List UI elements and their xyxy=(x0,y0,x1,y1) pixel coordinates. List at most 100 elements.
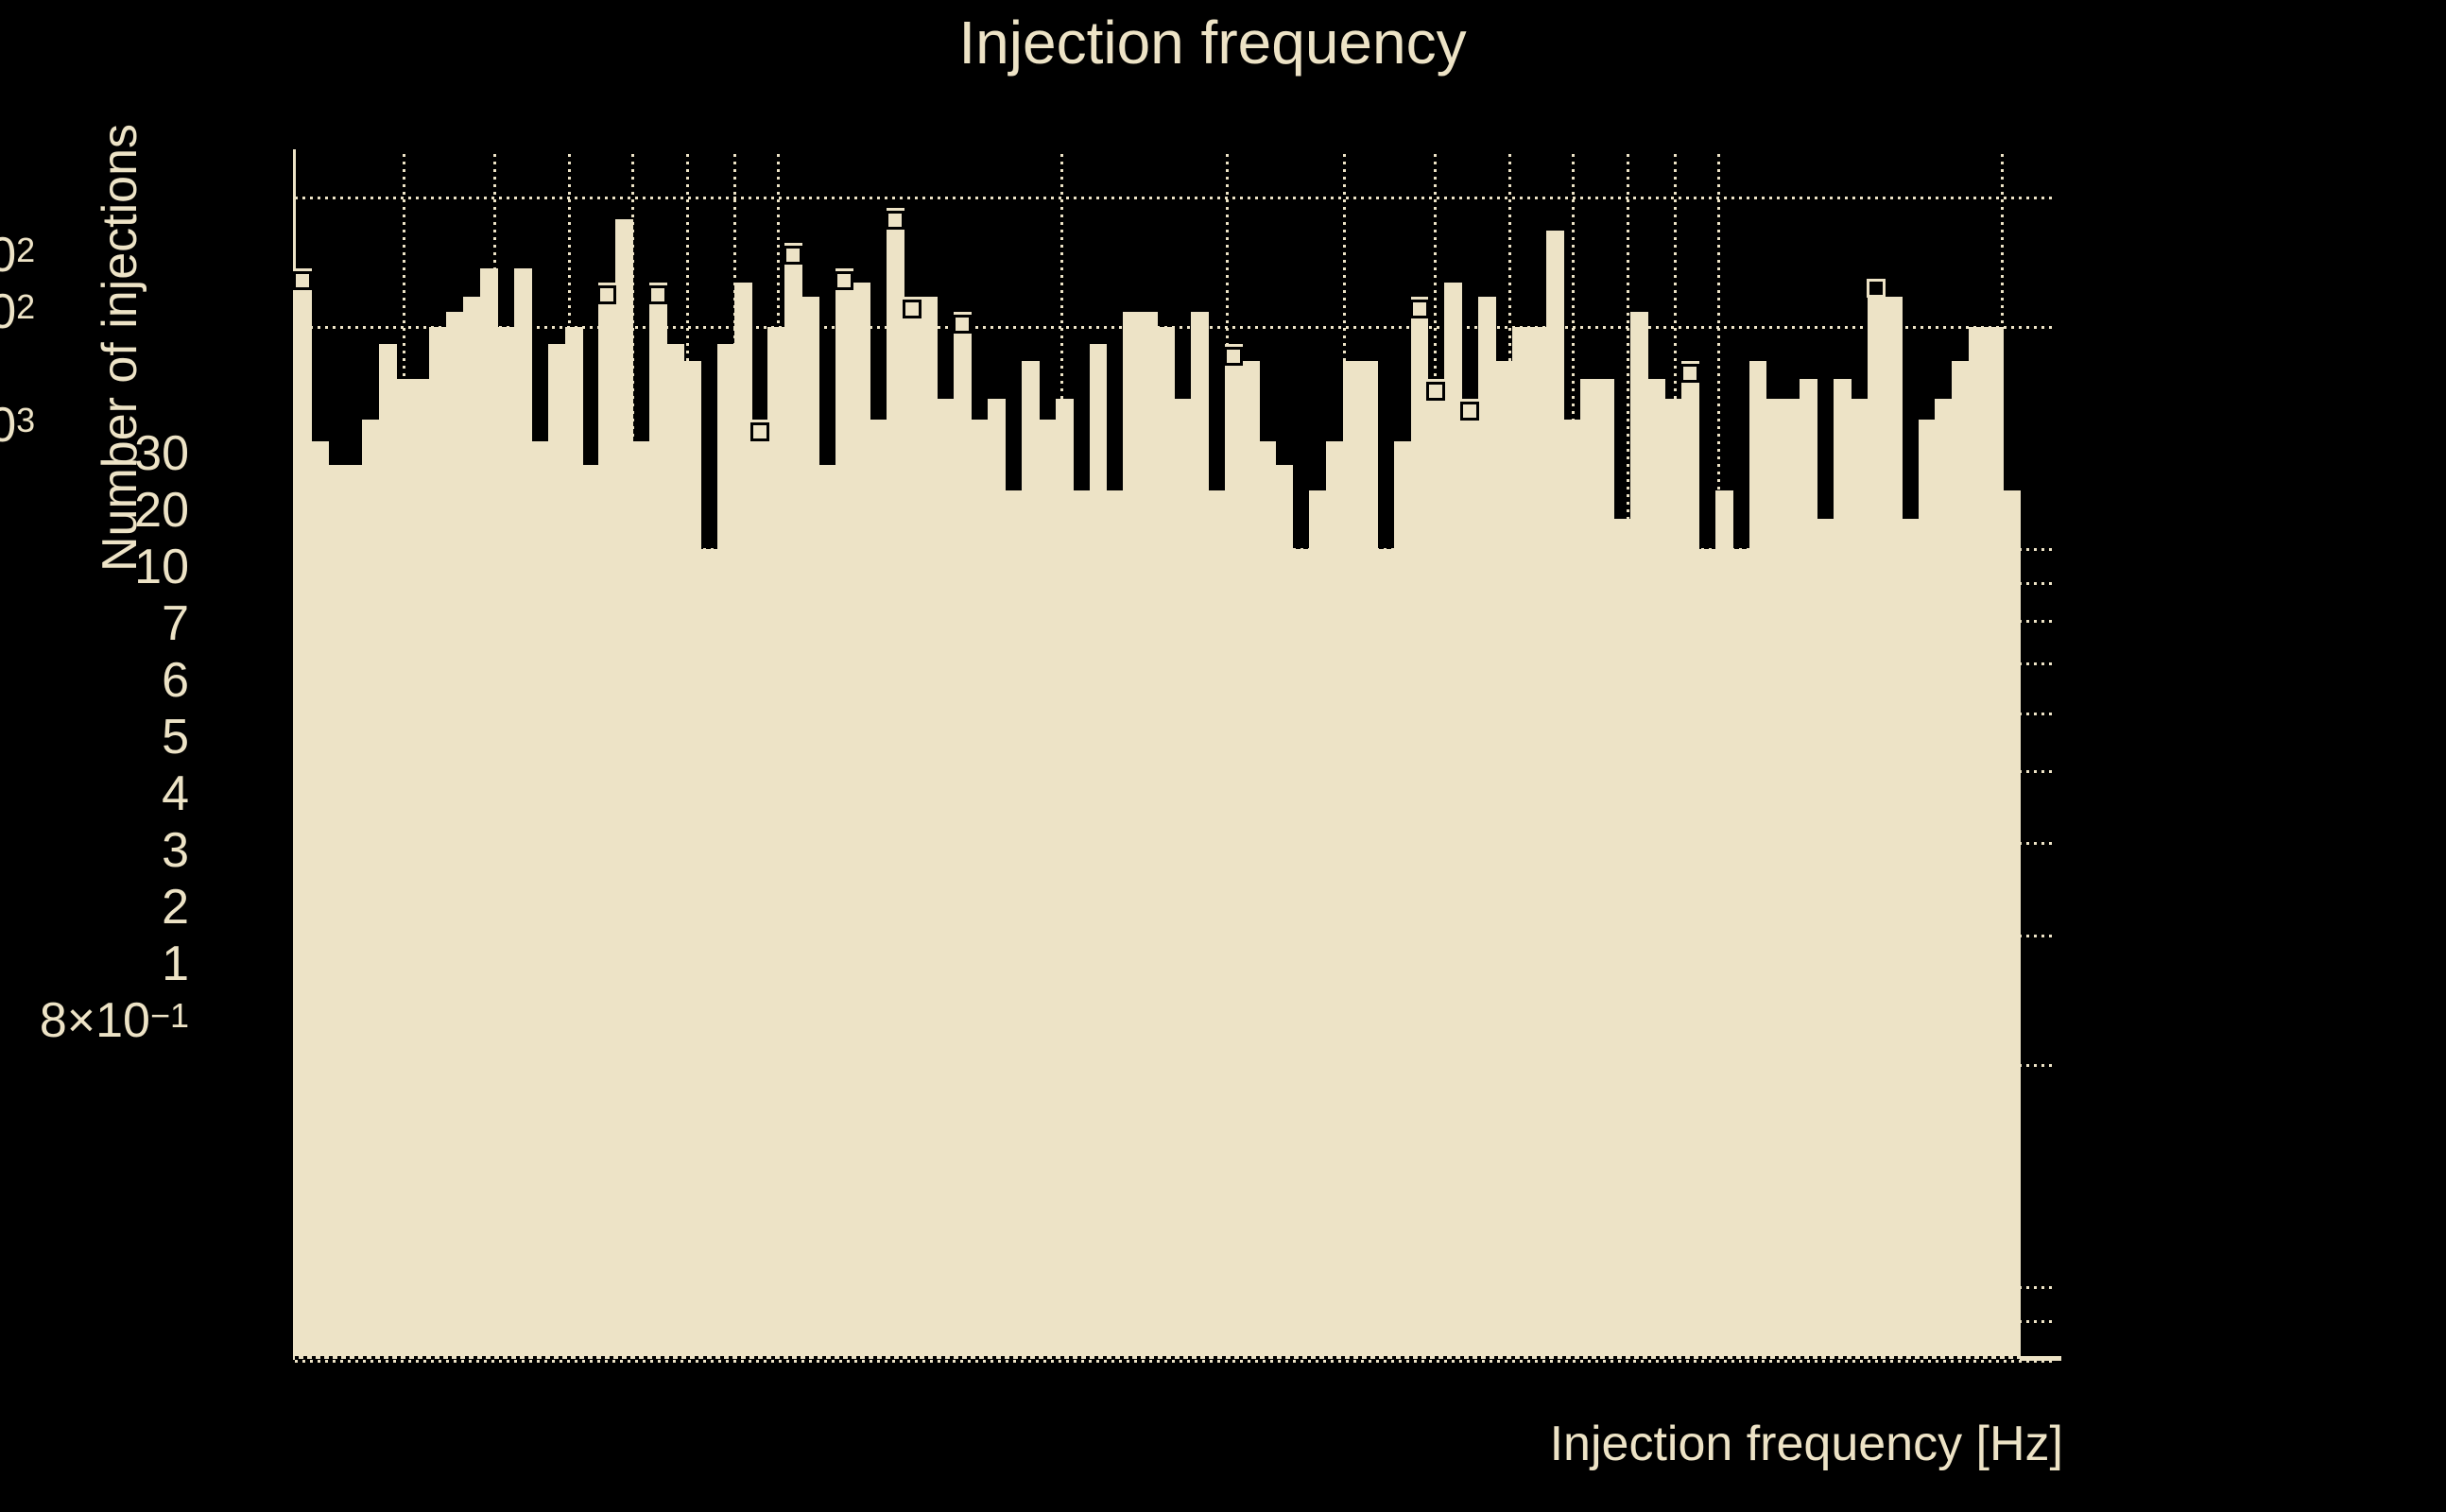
histogram-bar xyxy=(1714,490,1733,1359)
histogram-bar xyxy=(1834,379,1852,1359)
data-point-marker-icon xyxy=(1409,299,1429,318)
histogram-bar xyxy=(581,465,600,1359)
histogram-bar xyxy=(1055,398,1074,1359)
histogram-bar xyxy=(1241,360,1260,1359)
data-point-marker-icon xyxy=(784,246,803,266)
data-point-marker-icon xyxy=(1223,346,1243,366)
y-tick-label: 8×10−1 xyxy=(39,993,189,1048)
histogram-bar xyxy=(1038,419,1057,1359)
histogram-bar xyxy=(903,296,922,1359)
histogram-bar xyxy=(497,327,515,1359)
histogram-bar xyxy=(784,243,803,1359)
x-tick-label: 2×103 xyxy=(0,398,36,453)
histogram-bar xyxy=(2003,490,2021,1359)
histogram-bar xyxy=(682,360,701,1359)
histogram-bar xyxy=(1275,465,1294,1359)
x-axis-dotted-line xyxy=(295,1356,2020,1360)
histogram-bar xyxy=(1783,398,1801,1359)
histogram-bar xyxy=(429,327,448,1359)
histogram-bar xyxy=(311,441,330,1359)
data-point-marker-icon xyxy=(293,271,313,291)
y-tick-label: 5 xyxy=(162,710,189,765)
y-tick-label: 2 xyxy=(162,880,189,935)
data-point-marker-icon xyxy=(648,284,668,304)
histogram-bar xyxy=(1680,360,1699,1359)
histogram-bar xyxy=(1579,379,1598,1359)
histogram-bar xyxy=(1511,327,1530,1359)
x-tick-label: 50 xyxy=(0,57,95,113)
histogram-bar xyxy=(1918,419,1937,1359)
data-point-marker-icon xyxy=(885,211,904,231)
histogram-bar xyxy=(1410,296,1429,1359)
histogram-bar xyxy=(666,343,684,1359)
data-point-marker-icon xyxy=(1679,363,1699,383)
histogram-bar xyxy=(1969,327,1988,1359)
horizontal-gridline xyxy=(295,196,2054,199)
histogram-bar xyxy=(1630,311,1649,1359)
histogram-bar xyxy=(1072,490,1091,1359)
histogram-bar xyxy=(1123,311,1142,1359)
histogram-bar xyxy=(294,268,313,1359)
histogram-bar xyxy=(1309,490,1328,1359)
histogram-bar xyxy=(1224,343,1243,1359)
histogram-bar xyxy=(564,327,583,1359)
histogram-bar xyxy=(1731,549,1750,1359)
histogram-bar xyxy=(1089,343,1108,1359)
histogram-bar xyxy=(1140,311,1159,1359)
y-tick-label: 10 xyxy=(134,540,189,594)
chart-title: Injection frequency xyxy=(958,9,1467,77)
histogram-bar xyxy=(598,282,617,1359)
histogram-bar xyxy=(1647,379,1666,1359)
histogram-bar xyxy=(1005,490,1023,1359)
histogram-bar xyxy=(937,398,956,1359)
histogram-bar xyxy=(835,268,853,1359)
histogram-bar xyxy=(1952,360,1971,1359)
x-tick-label: 3×102 xyxy=(0,284,36,339)
histogram-bar xyxy=(378,343,397,1359)
histogram-bar xyxy=(1986,327,2005,1359)
y-tick-label: 30 xyxy=(134,426,189,481)
histogram-bar xyxy=(988,398,1007,1359)
histogram-bar xyxy=(1393,441,1412,1359)
data-point-marker-icon xyxy=(835,271,853,291)
histogram-bar xyxy=(1376,549,1395,1359)
data-point-marker-icon xyxy=(1866,278,1886,298)
plot-area: 4050601022×1023×1021032×103 3020107654321… xyxy=(0,0,2054,1359)
histogram-bar xyxy=(1817,518,1835,1359)
histogram-bar xyxy=(1766,398,1784,1359)
histogram-bar xyxy=(852,282,870,1359)
data-point-marker-icon xyxy=(953,314,973,334)
histogram-bar xyxy=(954,311,973,1359)
x-tick-label: 60 xyxy=(0,113,95,170)
histogram-bar xyxy=(1697,549,1716,1359)
histogram-bar xyxy=(1343,360,1361,1359)
x-tick-label: 103 xyxy=(0,340,95,397)
x-axis-baseline-dots xyxy=(295,1360,2054,1363)
histogram-bar xyxy=(1495,360,1513,1359)
histogram-bar xyxy=(971,419,990,1359)
histogram-bar xyxy=(1850,398,1869,1359)
histogram-bar xyxy=(615,219,634,1359)
histogram-bar xyxy=(395,379,414,1359)
histogram-bar xyxy=(801,296,820,1359)
histogram-bar xyxy=(733,282,752,1359)
data-point-marker-icon xyxy=(597,284,617,304)
histogram-bar xyxy=(1190,311,1209,1359)
histogram-bar xyxy=(1867,296,1886,1359)
histogram-bar xyxy=(1157,327,1176,1359)
y-tick-label: 3 xyxy=(162,823,189,878)
histogram-bar xyxy=(1258,441,1277,1359)
histogram-bar xyxy=(547,343,566,1359)
histogram-bar xyxy=(750,419,769,1359)
histogram-bar xyxy=(530,441,549,1359)
histogram-bar xyxy=(1884,296,1903,1359)
histogram-bar xyxy=(818,465,837,1359)
histogram-bar xyxy=(513,268,532,1359)
histogram-bar xyxy=(1664,398,1682,1359)
histogram-bar xyxy=(1207,490,1226,1359)
data-point-marker-icon xyxy=(1460,401,1480,421)
histogram-bar xyxy=(1292,549,1311,1359)
data-point-marker-icon xyxy=(902,299,922,318)
histogram-bar xyxy=(649,282,668,1359)
